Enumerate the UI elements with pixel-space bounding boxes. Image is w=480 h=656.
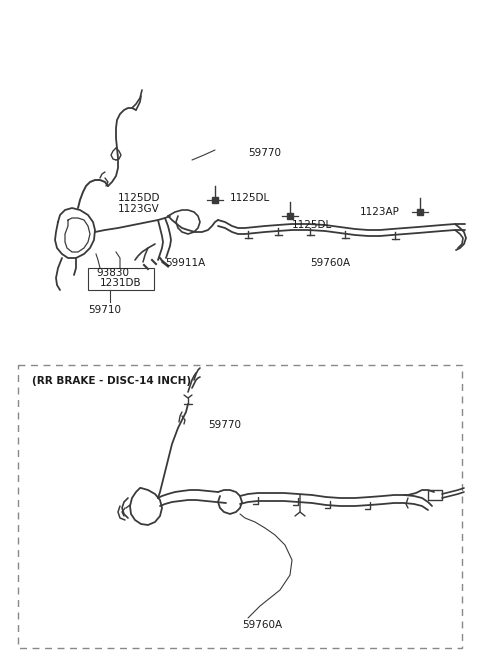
Bar bbox=[18, 365, 462, 648]
Bar bbox=[417, 209, 423, 215]
Text: 59710: 59710 bbox=[88, 305, 121, 315]
Text: 1125DL: 1125DL bbox=[292, 220, 332, 230]
Text: 59770: 59770 bbox=[208, 420, 241, 430]
Text: 1123AP: 1123AP bbox=[360, 207, 400, 217]
Text: 93830: 93830 bbox=[96, 268, 129, 278]
Bar bbox=[428, 490, 442, 500]
Text: 1125DL: 1125DL bbox=[230, 193, 270, 203]
Text: (RR BRAKE - DISC-14 INCH): (RR BRAKE - DISC-14 INCH) bbox=[32, 376, 191, 386]
Bar bbox=[287, 213, 293, 219]
Text: 1231DB: 1231DB bbox=[100, 278, 142, 288]
Text: 1125DD: 1125DD bbox=[118, 193, 160, 203]
Text: 59760A: 59760A bbox=[310, 258, 350, 268]
Text: 59770: 59770 bbox=[248, 148, 281, 158]
Text: 59911A: 59911A bbox=[165, 258, 205, 268]
Bar bbox=[212, 197, 218, 203]
Text: 59760A: 59760A bbox=[242, 620, 282, 630]
Bar bbox=[88, 268, 154, 290]
Text: 1123GV: 1123GV bbox=[118, 204, 160, 214]
